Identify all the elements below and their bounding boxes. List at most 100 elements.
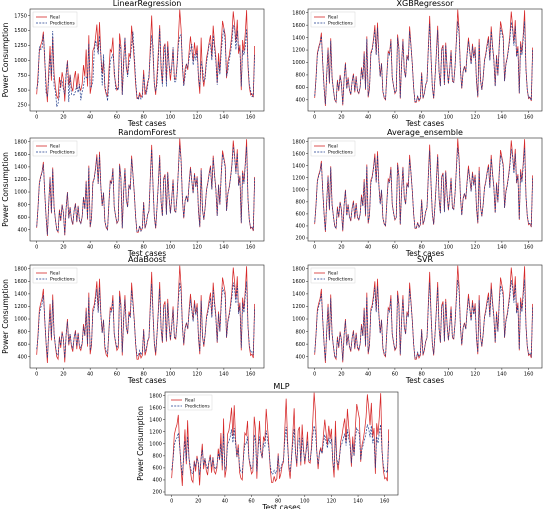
legend-label-real: Real xyxy=(50,15,60,21)
x-tick-label: 100 xyxy=(444,372,454,378)
x-tick-label: 100 xyxy=(166,115,176,121)
x-tick-label: 120 xyxy=(470,115,480,121)
x-tick-label: 0 xyxy=(35,245,38,251)
x-tick-label: 60 xyxy=(114,115,120,121)
series-line-predictions xyxy=(314,21,533,105)
series-line-real xyxy=(36,9,256,103)
series-line-predictions xyxy=(314,279,533,361)
y-tick-label: 600 xyxy=(17,215,27,221)
y-tick-label: 1200 xyxy=(149,429,162,435)
x-tick-label: 120 xyxy=(192,245,202,251)
x-axis-label: Test cases xyxy=(127,376,166,385)
legend-label-real: Real xyxy=(50,271,60,277)
legend-label-predictions: Predictions xyxy=(328,277,353,283)
x-tick-label: 0 xyxy=(35,115,38,121)
x-tick-label: 40 xyxy=(87,245,93,251)
y-tick-label: 1400 xyxy=(292,292,305,298)
y-tick-label: 600 xyxy=(152,466,162,472)
x-axis-label: Test cases xyxy=(405,376,444,385)
y-tick-label: 1800 xyxy=(14,139,27,145)
y-tick-label: 1400 xyxy=(149,417,162,423)
chart-title: LinearRegression xyxy=(113,0,182,8)
y-axis-label: Power Consumption xyxy=(136,406,145,481)
x-tick-label: 40 xyxy=(222,499,228,505)
y-tick-label: 400 xyxy=(17,354,27,360)
y-tick-label: 1600 xyxy=(14,152,27,158)
y-tick-label: 500 xyxy=(17,88,27,94)
chart-panel-3: Average_ensemble 0 20 40 60 80 100 120 140 160 200… xyxy=(292,128,543,258)
x-axis-label: Test cases xyxy=(261,503,300,509)
x-tick-label: 80 xyxy=(418,245,424,251)
y-tick-label: 200 xyxy=(152,490,162,496)
x-tick-label: 80 xyxy=(140,115,146,121)
chart-title: Average_ensemble xyxy=(387,128,463,137)
x-tick-label: 160 xyxy=(246,372,256,378)
y-tick-label: 1000 xyxy=(14,190,27,196)
y-tick-label: 400 xyxy=(17,227,27,233)
y-tick-label: 600 xyxy=(17,342,27,348)
chart-title: XGBRegressor xyxy=(397,0,455,8)
x-tick-label: 20 xyxy=(195,499,201,505)
y-tick-label: 1000 xyxy=(149,442,162,448)
chart-title: AdaBoost xyxy=(128,255,166,264)
x-tick-label: 160 xyxy=(380,499,390,505)
y-tick-label: 750 xyxy=(17,73,27,79)
x-tick-label: 80 xyxy=(418,372,424,378)
chart-panel-2: RandomForest 0 20 40 60 80 100 120 140 160 400 600 8… xyxy=(1,128,265,258)
y-tick-label: 1250 xyxy=(14,43,27,49)
x-tick-label: 140 xyxy=(353,499,363,505)
x-tick-label: 80 xyxy=(140,372,146,378)
legend-label-real: Real xyxy=(328,144,338,150)
y-tick-label: 1500 xyxy=(14,28,27,34)
y-tick-label: 1000 xyxy=(292,188,305,194)
x-tick-label: 100 xyxy=(166,372,176,378)
x-tick-label: 80 xyxy=(275,499,281,505)
series-line-predictions xyxy=(36,281,255,358)
y-axis-label: Power Consumption xyxy=(1,22,10,97)
x-tick-label: 20 xyxy=(338,245,344,251)
x-tick-label: 60 xyxy=(392,372,398,378)
chart-title: SVR xyxy=(417,255,434,264)
x-tick-label: 160 xyxy=(524,372,534,378)
y-axis-label: Power Consumption xyxy=(1,152,10,227)
x-axis-label: Test cases xyxy=(405,249,444,258)
y-tick-label: 800 xyxy=(295,329,305,335)
y-tick-label: 1800 xyxy=(149,393,162,399)
y-tick-label: 1000 xyxy=(14,58,27,64)
y-tick-label: 1800 xyxy=(292,266,305,272)
y-tick-label: 800 xyxy=(152,454,162,460)
x-tick-label: 0 xyxy=(35,372,38,378)
y-tick-label: 200 xyxy=(295,236,305,242)
x-tick-label: 40 xyxy=(87,372,93,378)
y-tick-label: 1600 xyxy=(292,279,305,285)
y-tick-label: 1600 xyxy=(14,279,27,285)
y-tick-label: 1400 xyxy=(292,35,305,41)
y-tick-label: 1000 xyxy=(292,317,305,323)
y-tick-label: 1400 xyxy=(14,292,27,298)
x-tick-label: 20 xyxy=(60,115,66,121)
chart-panel-4: AdaBoost 0 20 40 60 80 100 120 140 160 400 600 800 10… xyxy=(1,255,265,385)
x-tick-label: 20 xyxy=(60,245,66,251)
chart-title: RandomForest xyxy=(118,128,176,137)
y-tick-label: 1750 xyxy=(14,13,27,19)
x-tick-label: 140 xyxy=(497,245,507,251)
x-axis-label: Test cases xyxy=(127,249,166,258)
series-line-predictions xyxy=(314,147,533,231)
x-tick-label: 0 xyxy=(313,245,316,251)
y-tick-label: 1800 xyxy=(292,10,305,16)
y-tick-label: 600 xyxy=(295,212,305,218)
series-line-real xyxy=(171,392,390,486)
legend-label-predictions: Predictions xyxy=(50,150,75,156)
y-tick-label: 1600 xyxy=(292,23,305,29)
x-tick-label: 160 xyxy=(246,245,256,251)
chart-panel-5: SVR 0 20 40 60 80 100 120 140 160 400 600 800 1000 120… xyxy=(292,255,543,385)
x-tick-label: 140 xyxy=(219,245,229,251)
x-tick-label: 120 xyxy=(192,115,202,121)
x-tick-label: 140 xyxy=(497,372,507,378)
y-tick-label: 1200 xyxy=(292,175,305,181)
legend-label-predictions: Predictions xyxy=(328,21,353,27)
series-line-predictions xyxy=(36,145,255,235)
chart-panel-1: XGBRegressor 0 20 40 60 80 100 120 140 160 400 600 8… xyxy=(292,0,543,128)
legend-label-predictions: Predictions xyxy=(328,150,353,156)
